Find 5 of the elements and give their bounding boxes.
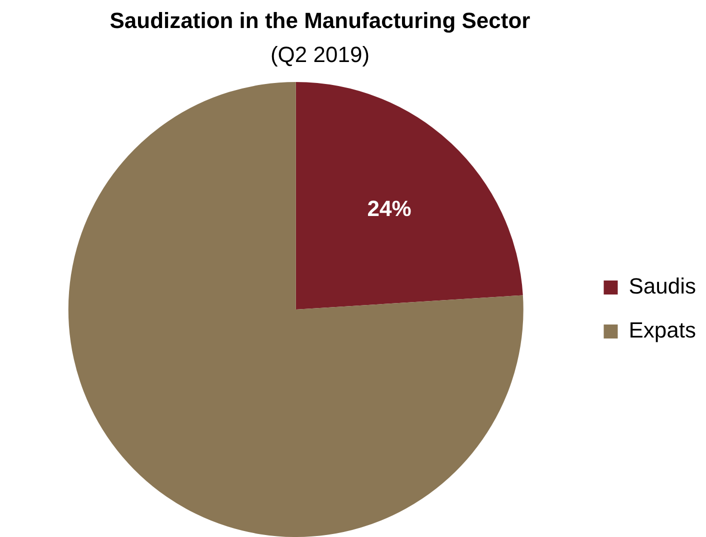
legend-label: Expats: [628, 318, 696, 343]
data-label: 24%: [367, 196, 412, 222]
chart-subtitle: (Q2 2019): [269, 42, 371, 68]
legend-label: Saudis: [628, 274, 696, 299]
chart-title: Saudization in the Manufacturing Sector: [108, 8, 532, 34]
